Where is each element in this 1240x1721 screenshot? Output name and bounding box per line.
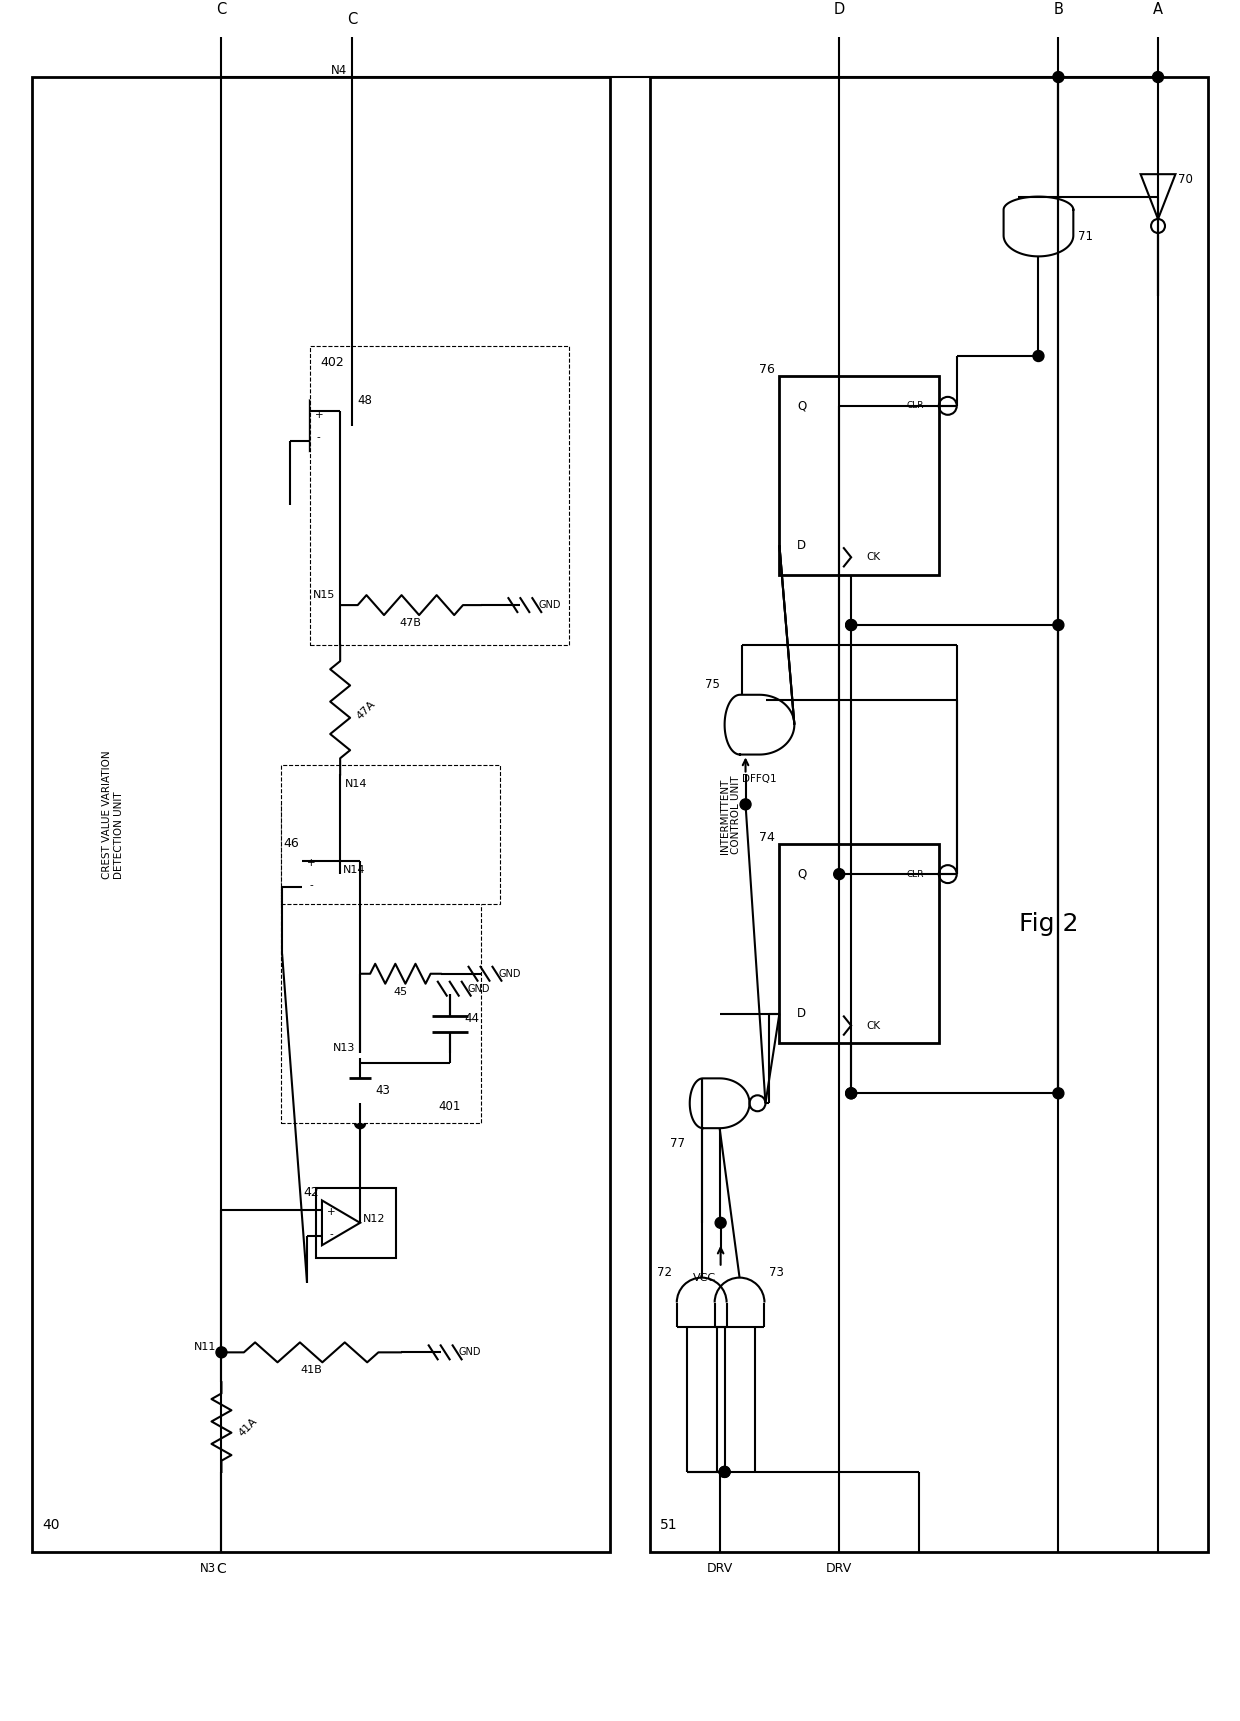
Text: CREST VALUE VARIATION
DETECTION UNIT: CREST VALUE VARIATION DETECTION UNIT	[102, 750, 124, 879]
Text: INTERMITTENT
CONTROL UNIT: INTERMITTENT CONTROL UNIT	[719, 774, 742, 854]
Text: 76: 76	[759, 363, 775, 375]
Text: N15: N15	[312, 590, 335, 601]
Text: -: -	[329, 1229, 332, 1239]
Bar	[281, 764, 501, 904]
Circle shape	[1152, 72, 1163, 83]
Text: 70: 70	[1178, 172, 1193, 186]
Text: 41B: 41B	[300, 1365, 322, 1375]
Circle shape	[846, 1088, 857, 1098]
Text: 41A: 41A	[237, 1416, 259, 1439]
Circle shape	[1033, 351, 1044, 361]
Text: GND: GND	[538, 601, 560, 611]
Text: 75: 75	[704, 678, 719, 692]
Text: A: A	[1153, 2, 1163, 17]
Text: 48: 48	[357, 394, 372, 408]
Text: GND: GND	[459, 1348, 481, 1358]
Bar	[32, 77, 610, 1552]
Text: +: +	[306, 859, 315, 867]
Text: 42: 42	[304, 1186, 319, 1200]
Text: N14: N14	[343, 866, 366, 874]
Text: N11: N11	[195, 1342, 217, 1353]
Text: 43: 43	[374, 1084, 389, 1098]
Circle shape	[740, 799, 751, 811]
Circle shape	[355, 1117, 366, 1129]
Text: N4: N4	[331, 64, 347, 77]
Text: 45: 45	[393, 986, 408, 996]
Bar	[296, 840, 376, 909]
Text: -: -	[317, 432, 321, 442]
Circle shape	[335, 788, 346, 800]
Circle shape	[1053, 72, 1064, 83]
Text: D: D	[797, 1007, 806, 1021]
Text: 51: 51	[660, 1518, 677, 1532]
Text: N12: N12	[363, 1213, 386, 1224]
Circle shape	[1053, 620, 1064, 630]
Text: N13: N13	[332, 1043, 355, 1053]
Bar	[281, 804, 481, 1124]
Text: C: C	[216, 2, 227, 17]
Text: 47B: 47B	[399, 618, 422, 628]
Circle shape	[355, 1048, 366, 1058]
Circle shape	[715, 1217, 727, 1229]
Polygon shape	[689, 1079, 749, 1129]
Text: Q: Q	[797, 867, 806, 881]
Text: C: C	[217, 1561, 227, 1576]
Text: Q: Q	[797, 399, 806, 413]
Circle shape	[846, 620, 857, 630]
Text: 46: 46	[283, 836, 299, 850]
Text: B: B	[1054, 2, 1064, 17]
Bar	[780, 375, 939, 575]
Text: +: +	[315, 410, 324, 420]
Circle shape	[335, 599, 346, 611]
Bar	[316, 1187, 396, 1258]
Text: CLR: CLR	[906, 401, 924, 410]
Text: N14: N14	[345, 780, 367, 790]
Circle shape	[216, 1348, 227, 1358]
Text: 44: 44	[465, 1012, 480, 1026]
Bar	[310, 346, 569, 645]
Text: 74: 74	[759, 831, 775, 845]
Circle shape	[719, 1466, 730, 1477]
Text: 402: 402	[320, 356, 343, 368]
Text: -: -	[309, 879, 312, 890]
Text: 401: 401	[438, 1100, 460, 1113]
Text: 47A: 47A	[355, 699, 378, 721]
Text: CLR: CLR	[906, 869, 924, 879]
Circle shape	[846, 1088, 857, 1098]
Polygon shape	[1003, 196, 1074, 256]
Polygon shape	[350, 1079, 371, 1103]
Text: DFFQ1: DFFQ1	[743, 774, 776, 785]
Bar	[780, 845, 939, 1043]
Text: GND: GND	[498, 969, 521, 979]
Circle shape	[355, 1058, 366, 1069]
Text: 71: 71	[1079, 231, 1094, 243]
Text: D: D	[833, 2, 844, 17]
Text: CK: CK	[866, 552, 880, 563]
Text: +: +	[326, 1206, 335, 1217]
Circle shape	[719, 1466, 730, 1477]
Text: 72: 72	[657, 1267, 672, 1279]
Polygon shape	[724, 695, 795, 754]
Text: Fig 2: Fig 2	[1019, 912, 1078, 936]
Text: 40: 40	[42, 1518, 60, 1532]
Text: C: C	[347, 12, 357, 28]
Text: D: D	[797, 539, 806, 552]
Text: 77: 77	[670, 1136, 684, 1150]
Bar	[650, 77, 1208, 1552]
Circle shape	[833, 869, 844, 879]
Circle shape	[846, 620, 857, 630]
Text: CK: CK	[866, 1021, 880, 1031]
Text: GND: GND	[467, 984, 490, 993]
Text: N3: N3	[201, 1561, 217, 1575]
Text: DRV: DRV	[826, 1561, 852, 1575]
Text: VCC: VCC	[692, 1272, 715, 1282]
Text: DRV: DRV	[707, 1561, 733, 1575]
Circle shape	[1053, 1088, 1064, 1098]
Text: 73: 73	[770, 1267, 785, 1279]
